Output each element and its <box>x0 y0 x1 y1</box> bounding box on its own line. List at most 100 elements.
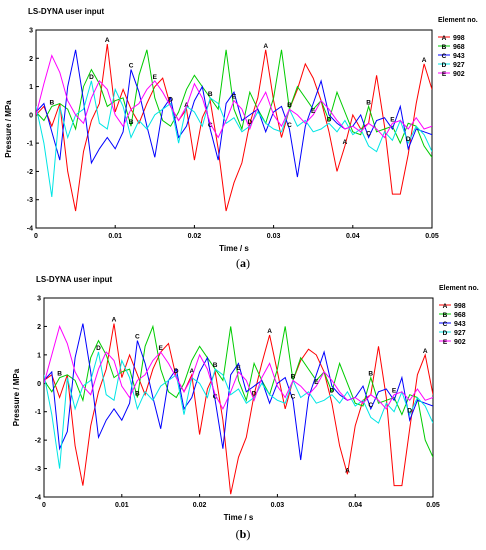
chart-0-legend-marker-B: B <box>442 44 447 51</box>
chart-1-x-tick-label: 0.04 <box>348 502 362 509</box>
chart-0-legend-marker-A: A <box>442 35 447 42</box>
chart-0-legend-label-943: 943 <box>453 53 465 60</box>
chart-1-x-tick-label: 0.03 <box>271 502 285 509</box>
chart-0-y-tick-label: -4 <box>27 226 33 233</box>
chart-0-x-tick-label: 0.04 <box>346 233 360 240</box>
chart-0-y-tick-label: -1 <box>27 141 33 148</box>
chart-0-legend-marker-D: D <box>442 62 447 69</box>
chart-1-x-tick-label: 0.02 <box>193 502 207 509</box>
chart-1-series-marker-D: D <box>96 345 101 352</box>
chart-1-y-tick-label: 2 <box>37 324 41 331</box>
chart-0-series-marker-B: B <box>287 102 292 109</box>
chart-1-y-tick-label: -4 <box>35 495 41 502</box>
chart-0-series-marker-B: B <box>49 99 54 106</box>
chart-0-series-line-927 <box>36 80 432 197</box>
chart-0-x-tick-label: 0.02 <box>188 233 202 240</box>
chart-1-x-axis-label: Time / s <box>224 513 254 522</box>
chart-0-x-tick-label: 0.05 <box>425 233 439 240</box>
chart-1-series-line-927 <box>44 351 433 469</box>
chart-0-y-tick-label: -2 <box>27 169 33 176</box>
chart-0-legend-label-998: 998 <box>453 35 465 42</box>
chart-1-series-marker-B: B <box>291 373 296 380</box>
chart-0-title: LS-DYNA user input <box>28 7 104 16</box>
chart-0-series-line-968 <box>36 49 432 158</box>
chart-1-series-marker-A: A <box>345 467 350 474</box>
chart-0-series-marker-B: B <box>366 99 371 106</box>
chart-0-series-marker-D: D <box>247 119 252 126</box>
chart-panel-b: LS-DYNA user input 0 0.01 0.02 0.03 0.04 0.05 -… <box>0 275 486 550</box>
chart-0-series-marker-D: D <box>89 74 94 81</box>
chart-0-series-marker-B: B <box>129 119 134 126</box>
chart-1-x-tick-label: 0 <box>42 502 46 509</box>
chart-0-series-line-902 <box>36 54 432 139</box>
chart-1-legend-marker-E: E <box>443 339 448 346</box>
chart-0-legend-marker-C: C <box>442 53 447 60</box>
chart-1-series-marker-A: A <box>267 328 272 335</box>
chart-1-y-tick-label: -1 <box>35 409 41 416</box>
chart-1-series-marker-B: B <box>57 371 62 378</box>
chart-1-y-tick-label: -2 <box>35 438 41 445</box>
chart-1-series-marker-B: B <box>135 391 140 398</box>
chart-1-series-marker-C: C <box>135 334 140 341</box>
panel-label-a: a <box>240 256 246 270</box>
chart-0-legend-marker-E: E <box>442 71 447 78</box>
chart-0-series-marker-E: E <box>390 116 395 123</box>
chart-1-series-marker-D: D <box>330 388 335 395</box>
chart-0-y-tick-label: 3 <box>29 28 33 35</box>
chart-0-x-tick-label: 0 <box>34 233 38 240</box>
chart-1-series-marker-A: A <box>423 348 428 355</box>
chart-0-series-marker-D: D <box>168 97 173 104</box>
chart-1-series-marker-A: A <box>189 368 194 375</box>
chart-svg-b: LS-DYNA user input 0 0.01 0.02 0.03 0.04 0.05 -… <box>12 275 479 522</box>
panel-caption-a: (a) <box>236 256 250 270</box>
panel-label-b: b <box>239 527 247 541</box>
chart-1-series-marker-D: D <box>252 391 257 398</box>
chart-0-series-marker-A: A <box>343 139 348 146</box>
chart-panel-a: LS-DYNA user input 0 0.01 0.02 0.03 0.04 0.05 -… <box>4 7 478 270</box>
chart-1-legend-label-968: 968 <box>454 312 466 319</box>
chart-0-series-marker-A: A <box>422 57 427 64</box>
chart-1-series-marker-A: A <box>112 317 117 324</box>
chart-1-series-marker-E: E <box>314 379 319 386</box>
chart-0-series-marker-C: C <box>208 122 213 129</box>
chart-0-series-marker-E: E <box>232 94 237 101</box>
chart-1-x-tick-label: 0.05 <box>426 502 440 509</box>
chart-1-series-marker-D: D <box>407 408 412 415</box>
chart-1-legend-marker-C: C <box>443 321 448 328</box>
chart-1-legend-label-998: 998 <box>454 303 466 310</box>
chart-0-y-tick-label: 1 <box>29 84 33 91</box>
chart-svg-a: LS-DYNA user input 0 0.01 0.02 0.03 0.04 0.05 -… <box>4 7 478 253</box>
chart-1-legend-marker-B: B <box>443 312 448 319</box>
chart-0-series-marker-C: C <box>287 122 292 129</box>
chart-1-series-marker-C: C <box>291 393 296 400</box>
chart-0-legend-title: Element no. <box>438 17 478 24</box>
chart-0-x-axis-label: Time / s <box>219 244 249 253</box>
chart-1-series-marker-E: E <box>392 388 397 395</box>
chart-1-series-marker-E: E <box>159 345 164 352</box>
chart-0-x-tick-label: 0.01 <box>108 233 122 240</box>
chart-1-y-axis-label: Pressure / MPa <box>12 368 21 426</box>
chart-1-series-marker-C: C <box>368 402 373 409</box>
chart-1-x-tick-label: 0.01 <box>115 502 129 509</box>
chart-1-series-marker-E: E <box>236 365 241 372</box>
chart-0-series-line-943 <box>36 49 432 178</box>
chart-0-legend-label-968: 968 <box>453 44 465 51</box>
chart-1-y-tick-label: -3 <box>35 466 41 473</box>
chart-0-series-marker-D: D <box>406 136 411 143</box>
chart-1-legend-label-927: 927 <box>454 330 466 337</box>
chart-0-series-marker-A: A <box>263 43 268 50</box>
chart-1-legend-marker-A: A <box>443 303 448 310</box>
chart-0-y-axis-label: Pressure / MPa <box>4 100 13 158</box>
chart-0-series-marker-E: E <box>153 74 158 81</box>
chart-0-x-tick-label: 0.03 <box>267 233 281 240</box>
chart-1-series-marker-B: B <box>213 362 218 369</box>
chart-1-series-line-998 <box>44 323 433 495</box>
chart-1-y-tick-label: 0 <box>37 381 41 388</box>
chart-0-y-tick-label: 0 <box>29 112 33 119</box>
chart-1-series-line-943 <box>44 323 433 461</box>
chart-0-series-marker-C: C <box>366 130 371 137</box>
chart-0-series-marker-E: E <box>311 108 316 115</box>
chart-0-series-marker-B: B <box>208 91 213 98</box>
chart-0-legend-label-927: 927 <box>453 62 465 69</box>
panel-caption-b: (b) <box>235 527 251 541</box>
